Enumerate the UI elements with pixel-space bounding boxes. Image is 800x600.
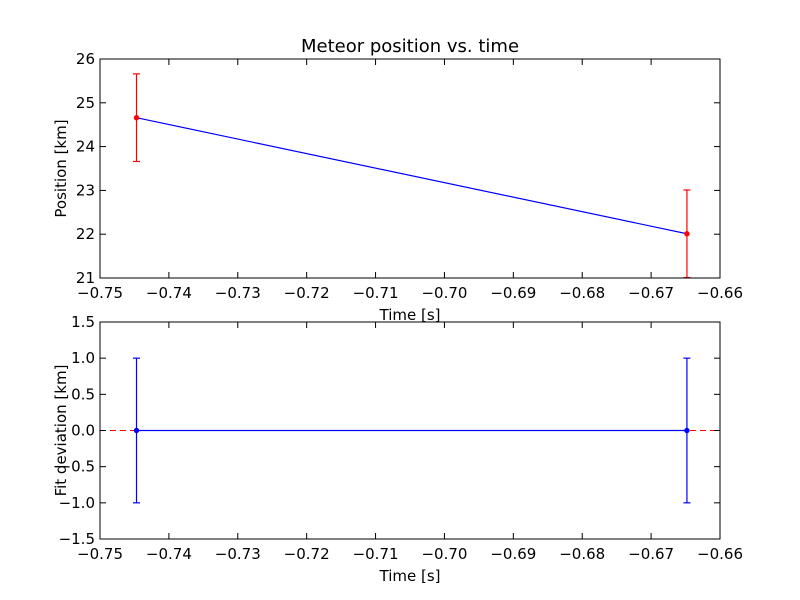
axes-frame	[99, 58, 721, 279]
y-tick-label: −1.5	[59, 530, 95, 548]
x-tick-label: −0.73	[215, 545, 261, 563]
x-tick-label: −0.74	[146, 545, 192, 563]
x-tick-label: −0.70	[421, 284, 467, 302]
y-tick-label: −0.5	[59, 458, 95, 476]
y-tick-label: 22	[76, 225, 95, 243]
y-tick-label: −1.0	[59, 494, 95, 512]
x-tick-label: −0.68	[559, 545, 605, 563]
x-tick-label: −0.72	[284, 284, 330, 302]
y-tick-label: 1.0	[71, 349, 95, 367]
x-tick-label: −0.70	[421, 545, 467, 563]
x-tick-label: −0.68	[559, 284, 605, 302]
x-axis-label: Time [s]	[379, 567, 441, 585]
y-axis-label: Fit deviation [km]	[52, 365, 70, 497]
x-tick-label: −0.69	[490, 284, 536, 302]
y-tick-label: 21	[76, 269, 95, 287]
x-tick-label: −0.71	[353, 284, 399, 302]
y-tick-label: 0.5	[71, 385, 95, 403]
y-tick-label: 25	[76, 94, 95, 112]
series-line	[136, 117, 688, 235]
x-tick-label: −0.74	[146, 284, 192, 302]
x-tick-label: −0.72	[284, 545, 330, 563]
data-point	[684, 231, 690, 237]
x-tick-label: −0.75	[77, 545, 123, 563]
y-tick-label: 24	[76, 138, 95, 156]
data-point	[133, 427, 140, 434]
data-point	[684, 427, 690, 434]
y-tick-label: 1.5	[71, 313, 95, 331]
position-subplot: Meteor position vs. time Time [s] Positi…	[52, 36, 743, 324]
y-axis-label: Position [km]	[52, 119, 70, 217]
x-tick-label: −0.67	[628, 545, 674, 563]
plot-title: Meteor position vs. time	[301, 36, 519, 57]
x-tick-label: −0.69	[490, 545, 536, 563]
x-tick-label: −0.71	[353, 545, 399, 563]
fit-deviation-subplot: Time [s] Fit deviation [km] −0.75 −0.74 −0…	[52, 313, 743, 585]
x-tick-label: −0.66	[697, 284, 743, 302]
y-tick-label: 0.0	[71, 422, 95, 440]
y-tick-label: 23	[76, 181, 95, 199]
x-tick-label: −0.67	[628, 284, 674, 302]
x-tick-label: −0.73	[215, 284, 261, 302]
y-tick-label: 26	[76, 50, 95, 68]
x-tick-label: −0.66	[697, 545, 743, 563]
x-tick-label: −0.75	[77, 284, 123, 302]
data-point	[133, 114, 140, 121]
x-axis-label: Time [s]	[379, 306, 441, 324]
